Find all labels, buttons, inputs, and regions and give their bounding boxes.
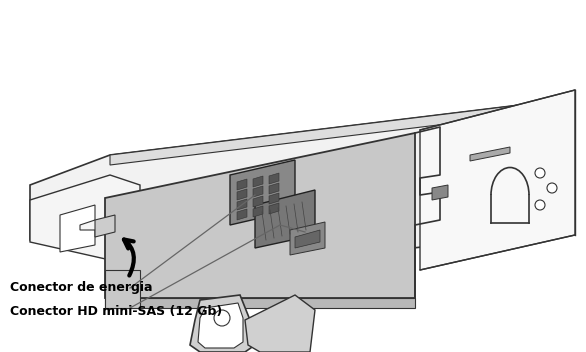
Polygon shape — [290, 222, 325, 255]
Polygon shape — [237, 179, 247, 190]
Polygon shape — [60, 205, 95, 252]
Polygon shape — [295, 230, 320, 248]
Polygon shape — [105, 270, 140, 308]
Text: Conector HD mini-SAS (12 Gb): Conector HD mini-SAS (12 Gb) — [10, 306, 222, 319]
Polygon shape — [470, 147, 510, 161]
Polygon shape — [237, 209, 247, 220]
Polygon shape — [269, 183, 279, 194]
Circle shape — [535, 168, 545, 178]
Circle shape — [535, 200, 545, 210]
Polygon shape — [255, 190, 315, 248]
Polygon shape — [105, 133, 415, 298]
Polygon shape — [253, 206, 263, 217]
Polygon shape — [110, 105, 520, 165]
Polygon shape — [253, 176, 263, 187]
Polygon shape — [30, 105, 575, 270]
Polygon shape — [237, 189, 247, 200]
Polygon shape — [253, 196, 263, 207]
Polygon shape — [30, 175, 140, 260]
Polygon shape — [230, 160, 295, 225]
Polygon shape — [105, 298, 415, 308]
Polygon shape — [253, 186, 263, 197]
Polygon shape — [269, 173, 279, 184]
Polygon shape — [95, 215, 115, 237]
Polygon shape — [420, 90, 575, 270]
Circle shape — [214, 310, 230, 326]
Polygon shape — [190, 295, 255, 352]
Polygon shape — [245, 295, 315, 352]
Text: Conector de energia: Conector de energia — [10, 282, 152, 295]
Circle shape — [547, 183, 557, 193]
Polygon shape — [237, 199, 247, 210]
Polygon shape — [432, 185, 448, 200]
Polygon shape — [198, 303, 243, 348]
Polygon shape — [269, 193, 279, 204]
FancyArrowPatch shape — [124, 239, 134, 276]
Polygon shape — [269, 203, 279, 214]
